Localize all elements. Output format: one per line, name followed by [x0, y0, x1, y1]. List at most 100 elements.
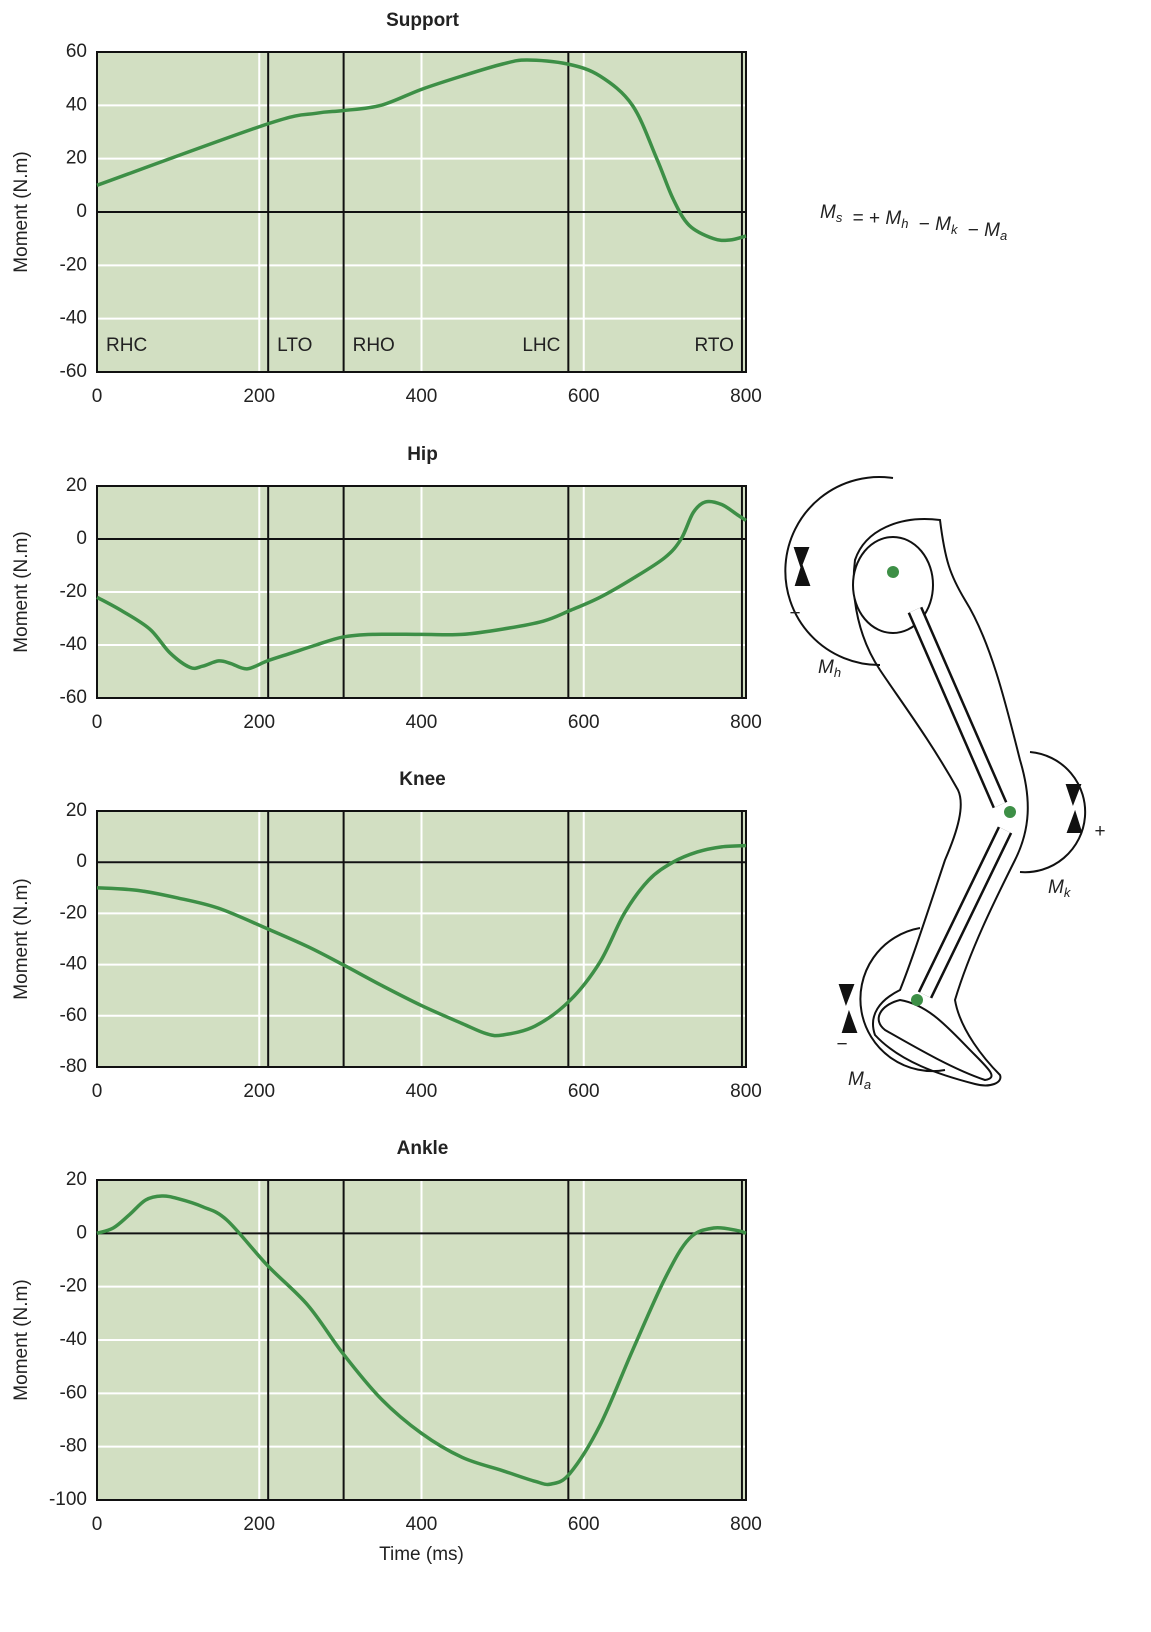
x-tick-label: 0: [92, 712, 103, 733]
subscript: a: [1000, 228, 1007, 243]
chart-title: Ankle: [397, 1138, 449, 1159]
x-tick-label: 200: [243, 1514, 275, 1535]
subscript: k: [1064, 885, 1072, 900]
pelvis: [852, 536, 934, 634]
chart-title: Hip: [407, 444, 438, 465]
leg-diagram: [784, 476, 1087, 1087]
y-tick-label: 40: [66, 94, 87, 115]
x-tick-label: 800: [730, 1081, 762, 1102]
hip-arrow: [793, 547, 811, 586]
knee-arrow: [1065, 784, 1083, 833]
x-tick-label: 800: [730, 1514, 762, 1535]
sign: −: [836, 1034, 847, 1055]
x-tick-label: 0: [92, 1081, 103, 1102]
x-tick-label: 200: [243, 1081, 275, 1102]
y-tick-label: 0: [76, 528, 87, 549]
sign: +: [1094, 821, 1105, 842]
x-tick-label: 800: [730, 386, 762, 407]
chart-title: Support: [386, 10, 459, 31]
chart-title: Knee: [399, 769, 445, 790]
femur-inner: [909, 607, 1006, 808]
y-tick-label: 20: [66, 1169, 87, 1190]
foot-bones: [877, 998, 993, 1082]
x-tick-label: 600: [568, 712, 600, 733]
plot-frame: [96, 810, 747, 1068]
plot: 0 200 400 600 800 -80 -60 -40 -20 0 20 Knee Moment (…: [11, 769, 762, 1102]
subscript: h: [901, 216, 908, 231]
y-tick-label: -20: [60, 902, 87, 923]
symbol: M: [935, 214, 951, 235]
operator: −: [919, 214, 930, 235]
x-tick-label: 0: [92, 1514, 103, 1535]
knee-joint: [1004, 806, 1016, 818]
x-tick-label: 400: [406, 1081, 438, 1102]
subscript: k: [951, 222, 959, 237]
sign: −: [789, 603, 800, 624]
y-axis-label: Moment (N.m): [11, 878, 32, 999]
event-label: RTO: [695, 335, 734, 356]
subscript: a: [864, 1077, 871, 1092]
y-tick-label: -40: [60, 634, 87, 655]
plot: 0 200 400 600 800 -100 -80 -60 -40 -20 0 20 Ankle Mom…: [11, 1138, 762, 1565]
y-tick-label: -100: [49, 1489, 87, 1510]
moment-label: Ma: [848, 1069, 871, 1092]
plot-frame: [96, 485, 747, 699]
symbol: M: [848, 1069, 864, 1090]
symbol: M: [885, 208, 901, 229]
symbol: M: [1048, 877, 1064, 898]
ankle-arc: [859, 927, 946, 1073]
symbol: M: [984, 220, 1000, 241]
event-label: LTO: [277, 335, 312, 356]
y-tick-label: 20: [66, 148, 87, 169]
x-axis-label: Time (ms): [379, 1544, 464, 1565]
data-line: [96, 843, 747, 1038]
y-tick-label: -40: [60, 954, 87, 975]
data-line: [96, 499, 747, 671]
y-tick-label: -20: [60, 581, 87, 602]
moment-label: Mh: [818, 657, 841, 680]
ankle-arrow: [838, 984, 858, 1033]
data-line: [96, 58, 747, 243]
plot-frame: [96, 1179, 747, 1501]
equation: Ms = + Mh − Mk − Ma: [820, 202, 1007, 243]
symbol: M: [818, 657, 834, 678]
y-axis-label: Moment (N.m): [11, 1279, 32, 1400]
tibia-inner: [920, 827, 1010, 998]
y-tick-label: -80: [60, 1436, 87, 1457]
y-tick-label: 0: [76, 201, 87, 222]
y-axis-label: Moment (N.m): [11, 151, 32, 272]
y-tick-label: -60: [60, 361, 87, 382]
symbol: M: [820, 202, 836, 223]
y-tick-label: -20: [60, 254, 87, 275]
x-tick-label: 200: [243, 712, 275, 733]
ankle-joint: [911, 994, 923, 1006]
x-tick-label: 800: [730, 712, 762, 733]
x-tick-label: 400: [406, 712, 438, 733]
hip-arc: [784, 476, 894, 667]
knee-arc: [1019, 751, 1087, 874]
subscript: h: [834, 665, 841, 680]
data-line: [96, 1194, 747, 1487]
event-label: RHO: [353, 335, 395, 356]
y-tick-label: 0: [76, 1222, 87, 1243]
x-tick-label: 0: [92, 386, 103, 407]
x-tick-label: 600: [568, 1514, 600, 1535]
y-axis-label: Moment (N.m): [11, 531, 32, 652]
y-tick-label: 20: [66, 475, 87, 496]
y-tick-label: -40: [60, 1329, 87, 1350]
y-tick-label: -60: [60, 1382, 87, 1403]
y-tick-label: -20: [60, 1276, 87, 1297]
y-tick-label: 20: [66, 800, 87, 821]
x-tick-label: 200: [243, 386, 275, 407]
y-tick-label: -60: [60, 1005, 87, 1026]
leg-outline: [852, 518, 1029, 1087]
x-tick-label: 600: [568, 1081, 600, 1102]
hip-joint: [887, 566, 899, 578]
operator: = +: [853, 208, 880, 229]
plot: 0 200 400 600 800 -60 -40 -20 0 20 40 60 RHC LTO RHO LH…: [11, 10, 762, 407]
plot-frame: [96, 51, 747, 373]
plot: 0 200 400 600 800 -60 -40 -20 0 20 Hip Moment (N.m): [11, 444, 762, 733]
y-tick-label: 60: [66, 41, 87, 62]
y-tick-label: -60: [60, 687, 87, 708]
